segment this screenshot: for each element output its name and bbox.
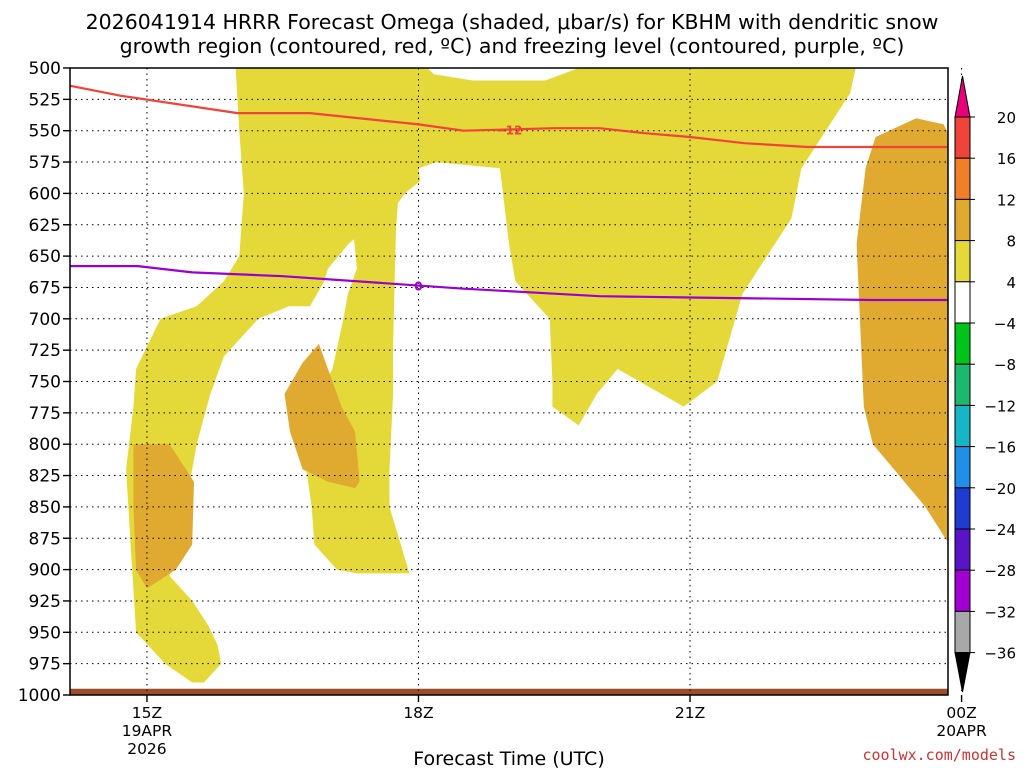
omega-8-12-region-c [133, 444, 194, 589]
x-axis-ticks: 15Z19APR202618Z21Z00Z20APR03Z06Z [122, 695, 987, 758]
y-tick-label-750: 750 [29, 373, 61, 393]
y-tick-label-1000: 1000 [18, 686, 61, 706]
y-tick-label-500: 500 [29, 59, 61, 79]
colorbar-box-13 [954, 610, 971, 654]
colorbar-arrow-bottom [954, 652, 971, 693]
freezing-level-contour [70, 265, 948, 302]
contour-layer [70, 68, 1024, 302]
colorbar-arrow-top [954, 75, 971, 118]
y-tick-label-625: 625 [29, 216, 61, 236]
x-axis-label: Forecast Time (UTC) [413, 748, 604, 768]
y-tick-label-700: 700 [29, 310, 61, 330]
grid-layer [70, 68, 963, 695]
y-tick-label-975: 975 [29, 655, 61, 675]
colorbar-box-7 [954, 363, 971, 406]
y-tick-label-800: 800 [29, 435, 61, 455]
colorbar-box-6 [954, 322, 971, 365]
dgz-upper-contour [70, 84, 948, 149]
omega-4-8-region-a [126, 68, 856, 683]
contour-label-layer: −1200 [414, 123, 523, 294]
y-tick-label-650: 650 [29, 247, 61, 267]
colorbar-box-8 [954, 404, 971, 448]
x-tick-year-15Z: 2026 [127, 740, 166, 758]
colorbar-box-11 [954, 528, 971, 571]
y-tick-label-875: 875 [29, 529, 61, 549]
y-tick-label-850: 850 [29, 498, 61, 518]
chart-title-line2: growth region (contoured, red, ºC) and f… [120, 34, 905, 58]
colorbar: 20 16 12 8 4 −4 −8 −12 −16 −20 −24 −28 −32 −36 [954, 75, 1016, 693]
colorbar-label-13: −36 [984, 645, 1016, 663]
y-tick-label-825: 825 [29, 467, 61, 487]
omega-8-12-region-b [284, 343, 360, 489]
y-tick-label-900: 900 [29, 561, 61, 581]
x-tick-sublabel-15Z: 19APR [122, 722, 173, 740]
colorbar-label-2: 12 [997, 191, 1016, 209]
colorbar-label-6: −8 [994, 356, 1016, 374]
y-tick-label-575: 575 [29, 153, 61, 173]
colorbar-label-1: 16 [997, 150, 1016, 168]
colorbar-label-4: 4 [1006, 274, 1016, 292]
x-tick-sublabel-00Z: 20APR [936, 722, 987, 740]
credit-text: coolwx.com/models [862, 746, 1016, 764]
colorbar-box-5 [954, 281, 971, 324]
x-tick-label-21Z: 21Z [675, 704, 705, 722]
colorbar-label-10: −24 [984, 521, 1016, 539]
x-tick-label-15Z: 15Z [132, 704, 162, 722]
chart-title-line1: 2026041914 HRRR Forecast Omega (shaded, … [86, 10, 939, 34]
y-tick-label-675: 675 [29, 278, 61, 298]
colorbar-label-0: 20 [997, 109, 1016, 127]
y-axis-ticks: 500 525 550 575 600 625 650 675 700 725 750 775 800 8… [18, 59, 70, 706]
x-tick-label-00Z: 00Z [946, 704, 976, 722]
colorbar-box-2 [954, 157, 971, 200]
colorbar-box-12 [954, 569, 971, 612]
y-tick-label-550: 550 [29, 122, 61, 142]
y-tick-label-525: 525 [29, 90, 61, 110]
colorbar-box-1 [954, 116, 971, 159]
colorbar-label-9: −20 [984, 480, 1016, 498]
dgz-upper-contour-label-0: −12 [496, 123, 523, 137]
colorbar-label-5: −4 [994, 315, 1016, 333]
surface-ground-strip [70, 688, 948, 695]
x-tick-label-18Z: 18Z [403, 704, 433, 722]
dgz-lower-contour [962, 68, 1024, 91]
y-tick-label-925: 925 [29, 592, 61, 612]
colorbar-label-11: −28 [984, 562, 1016, 580]
colorbar-label-3: 8 [1006, 233, 1016, 251]
colorbar-box-9 [954, 446, 971, 489]
y-tick-label-775: 775 [29, 404, 61, 424]
colorbar-label-8: −16 [984, 439, 1016, 457]
freezing-level-contour-label-0: 0 [414, 280, 422, 294]
colorbar-box-4 [954, 240, 971, 283]
y-tick-label-725: 725 [29, 341, 61, 361]
colorbar-label-7: −12 [984, 397, 1016, 415]
colorbar-label-12: −32 [984, 603, 1016, 621]
y-tick-label-600: 600 [29, 184, 61, 204]
y-tick-label-950: 950 [29, 623, 61, 643]
colorbar-box-10 [954, 487, 971, 530]
colorbar-box-3 [954, 198, 971, 242]
